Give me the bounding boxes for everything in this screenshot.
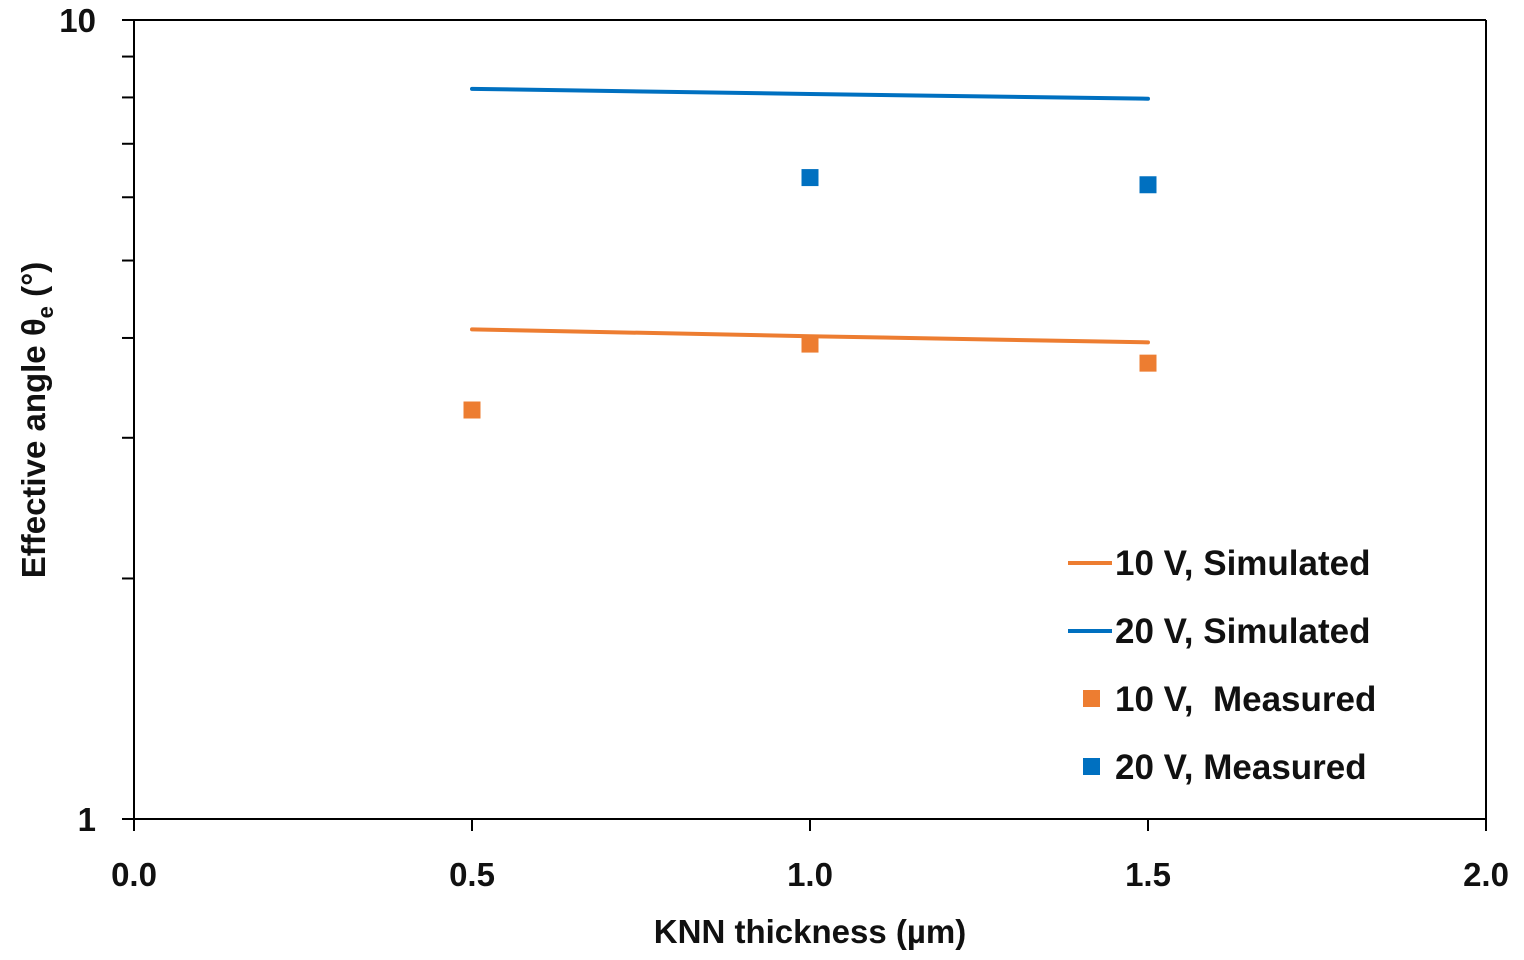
data-point-20-v-measured xyxy=(801,169,819,187)
y-axis-title-subscript: e xyxy=(33,306,58,318)
data-point-20-v-measured xyxy=(1139,176,1157,194)
plot-area xyxy=(133,19,1487,820)
x-tick-label: 0.5 xyxy=(449,856,495,893)
x-tick-label: 0.0 xyxy=(111,856,157,893)
legend-item-20-v-simulated: 20 V, Simulated xyxy=(1068,612,1371,651)
x-axis-title: KNN thickness (µm) xyxy=(654,913,966,950)
legend-label: 20 V, Simulated xyxy=(1115,612,1371,651)
series-layer xyxy=(463,86,1157,419)
legend-label: 10 V, Simulated xyxy=(1115,544,1371,583)
y-axis-title: Effective angle θe (°) xyxy=(15,262,58,579)
legend-item-10-v-measured: 10 V, Measured xyxy=(1083,680,1376,719)
x-axis-ticks: 0.0 0.5 1.0 1.5 2.0 xyxy=(111,819,1509,893)
data-point-10-v-measured xyxy=(1139,354,1157,372)
legend-label: 20 V, Measured xyxy=(1115,748,1367,787)
y-axis-ticks: 1 10 xyxy=(59,2,134,838)
legend-swatch-marker xyxy=(1083,690,1100,707)
x-tick-label: 1.5 xyxy=(1125,856,1171,893)
y-axis-title-unit: (°) xyxy=(15,262,52,306)
data-point-10-v-measured xyxy=(801,335,819,353)
x-tick-label: 2.0 xyxy=(1463,856,1509,893)
legend-item-10-v-simulated: 10 V, Simulated xyxy=(1068,544,1371,583)
y-tick-label: 1 xyxy=(78,801,96,838)
legend-swatch-marker xyxy=(1083,758,1100,775)
data-point-10-v-measured xyxy=(463,401,481,419)
y-axis-title-main: Effective angle θ xyxy=(15,318,52,578)
y-tick-label: 10 xyxy=(59,2,96,39)
legend-label: 10 V, Measured xyxy=(1115,680,1376,719)
series-line-20-v-simulated xyxy=(470,86,1150,101)
x-tick-label: 1.0 xyxy=(787,856,833,893)
legend-item-20-v-measured: 20 V, Measured xyxy=(1083,748,1367,787)
legend: 10 V, Simulated 20 V, Simulated 10 V, Meas… xyxy=(1068,544,1376,787)
